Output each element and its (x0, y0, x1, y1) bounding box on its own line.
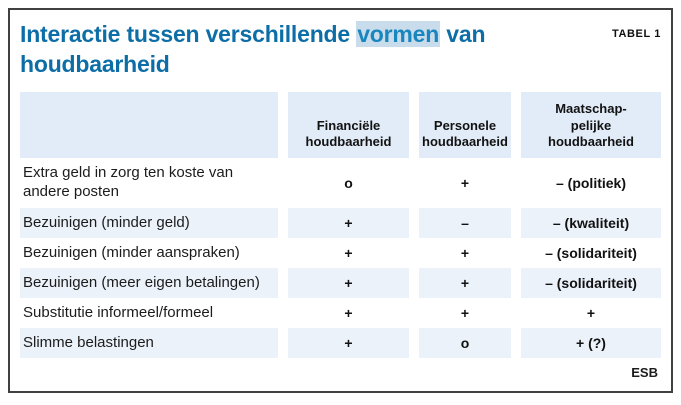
value-cell: + (460, 174, 470, 191)
value-cell: – (419, 207, 511, 238)
header-cell-rowlabels (20, 91, 278, 158)
value-cell: – (solidariteit) (545, 244, 637, 261)
value-cell: + (344, 244, 353, 261)
title-bar: Interactie tussen verschillende vormen v… (20, 20, 661, 80)
value-cell: + (586, 304, 596, 321)
value-cell: + (288, 327, 409, 358)
header-cell-financiele: Financiële houdbaarheid (288, 91, 409, 158)
row-label: Slimme belastingen (20, 327, 278, 358)
value-cell: + (288, 207, 409, 238)
table-number-badge: TABEL 1 (611, 28, 661, 40)
header-cell-personele: Personele houdbaarheid (419, 91, 511, 158)
value-cell: + (344, 304, 353, 321)
table-row: Bezuinigen (meer eigen betalingen) + + –… (20, 267, 661, 298)
header-cell-maatschappelijke: Maatschap- pelijke houdbaarheid (521, 91, 661, 158)
row-label: Bezuinigen (minder geld) (20, 207, 278, 238)
title-text-2: van houdbaarheid (20, 21, 486, 77)
table-row: Bezuinigen (minder geld) + – – (kwalitei… (20, 207, 661, 238)
title-highlighted-word: vormen (356, 21, 441, 47)
value-cell: o (419, 327, 511, 358)
row-label: Bezuinigen (minder aanspraken) (23, 243, 240, 261)
data-table: Financiële houdbaarheid Personele houdba… (20, 91, 661, 358)
value-cell: – (kwaliteit) (521, 207, 661, 238)
value-cell: + (419, 267, 511, 298)
value-cell: o (344, 174, 353, 191)
table-row: Substitutie informeel/formeel + + + (20, 298, 661, 328)
row-label: Bezuinigen (meer eigen betalingen) (20, 267, 278, 298)
value-cell: + (?) (521, 327, 661, 358)
value-cell: – (solidariteit) (521, 267, 661, 298)
value-cell: + (460, 244, 470, 261)
value-cell: – (politiek) (555, 174, 626, 191)
value-cell: + (460, 304, 470, 321)
table-row: Slimme belastingen + o + (?) (20, 327, 661, 358)
header-row: Financiële houdbaarheid Personele houdba… (20, 91, 661, 158)
row-label: Substitutie informeel/formeel (23, 303, 214, 321)
table-figure-frame: Interactie tussen verschillende vormen v… (8, 8, 673, 393)
table-row: Bezuinigen (minder aanspraken) + + – (so… (20, 238, 661, 268)
title-text-1: Interactie tussen verschillende (20, 21, 357, 47)
page-title: Interactie tussen verschillende vormen v… (20, 20, 486, 80)
value-cell: + (288, 267, 409, 298)
row-label: Extra geld in zorg ten koste van andere … (23, 164, 234, 200)
source-label: ESB (631, 364, 658, 380)
table-row: Extra geld in zorg ten koste van andere … (20, 158, 661, 208)
